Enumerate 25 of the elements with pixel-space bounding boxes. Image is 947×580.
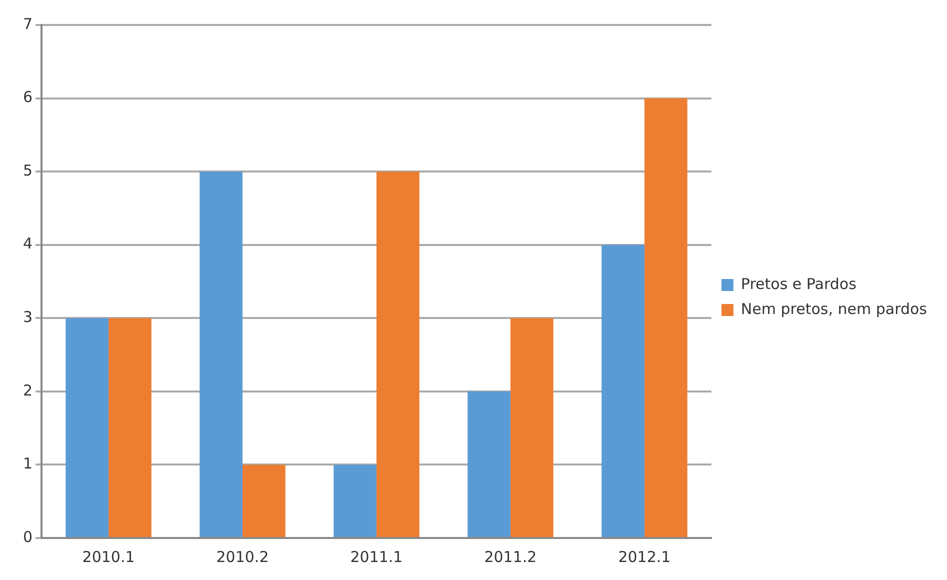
bar [108, 318, 152, 537]
bar [242, 464, 286, 537]
bar [200, 172, 243, 537]
bar [644, 98, 688, 537]
y-tick-label: 6 [22, 88, 33, 106]
bar [602, 244, 644, 537]
y-tick-label: 2 [22, 381, 33, 400]
x-tick-label: 2012.1 [618, 548, 671, 566]
y-tick-label: 3 [22, 308, 33, 326]
bar [468, 391, 510, 537]
x-tick-label: 2010.2 [216, 548, 269, 566]
x-tick-label: 2011.2 [484, 548, 537, 566]
bar [66, 318, 109, 537]
bar [334, 464, 376, 537]
y-tick-label: 7 [22, 14, 33, 33]
y-tick-label: 4 [22, 234, 33, 253]
y-tick-label: 0 [22, 528, 33, 546]
y-tick-label: 1 [22, 454, 33, 473]
legend-label: Nem pretos, nem pardos [740, 300, 928, 318]
bar [510, 318, 554, 537]
x-tick-label: 2011.1 [350, 548, 403, 566]
bar [376, 172, 420, 537]
y-tick-label: 5 [22, 161, 33, 180]
x-tick-label: 2010.1 [82, 548, 135, 566]
legend-label: Pretos e Pardos [740, 274, 857, 293]
